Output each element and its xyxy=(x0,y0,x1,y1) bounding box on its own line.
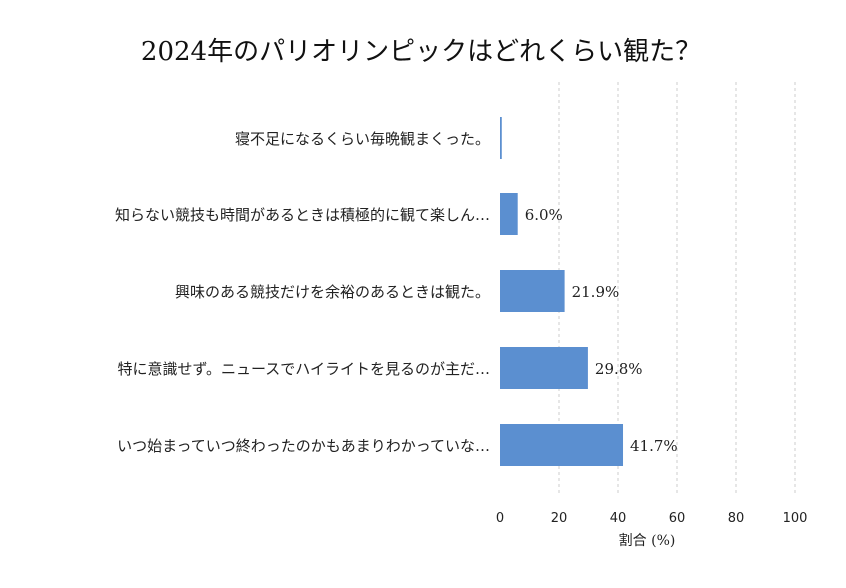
category-label: 興味のある競技だけを余裕のあるときは観た。 xyxy=(175,283,490,301)
x-tick-label: 100 xyxy=(783,511,808,526)
data-labels: 6.0% 21.9% 29.8% 41.7% xyxy=(525,206,678,455)
bar xyxy=(500,193,518,235)
bars xyxy=(500,117,624,466)
x-tick-label: 80 xyxy=(728,511,745,526)
x-tick-label: 40 xyxy=(610,511,627,526)
data-label: 21.9% xyxy=(572,283,620,301)
x-tick-labels: 0 20 40 60 80 100 xyxy=(496,511,808,526)
data-label: 6.0% xyxy=(525,206,563,224)
x-tick-label: 60 xyxy=(669,511,686,526)
category-label: 特に意識せず。ニュースでハイライトを見るのが主だ… xyxy=(118,360,490,378)
x-tick-label: 0 xyxy=(496,511,504,526)
data-label: 41.7% xyxy=(630,437,678,455)
bar xyxy=(500,347,588,389)
category-label: 知らない競技も時間があるときは積極的に観て楽しん… xyxy=(115,206,490,224)
category-label: 寝不足になるくらい毎晩観まくった。 xyxy=(235,130,490,148)
category-label: いつ始まっていつ終わったのかもあまりわかっていな… xyxy=(117,437,490,455)
category-labels: 寝不足になるくらい毎晩観まくった。知らない競技も時間があるときは積極的に観て楽し… xyxy=(115,130,490,455)
data-label: 29.8% xyxy=(595,360,643,378)
x-axis-label: 割合 (%) xyxy=(619,532,676,549)
bar xyxy=(500,117,502,159)
bar xyxy=(500,424,624,466)
x-tick-label: 20 xyxy=(551,511,568,526)
bar xyxy=(500,270,565,312)
chart-title: 2024年のパリオリンピックはどれくらい観た？ xyxy=(141,37,701,67)
